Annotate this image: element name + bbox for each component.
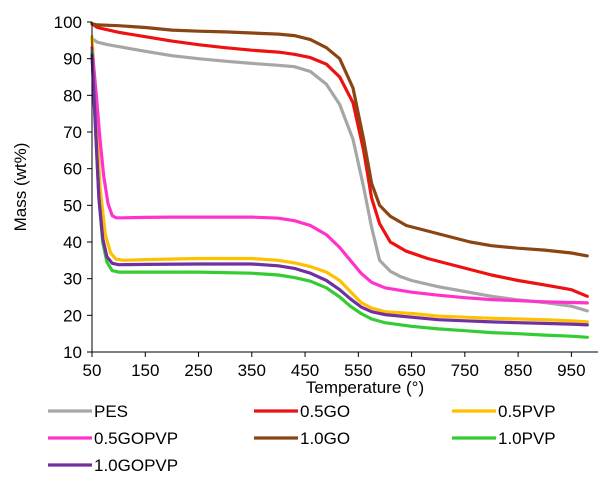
x-axis-title: Temperature (°) (306, 378, 424, 397)
y-tick-label: 30 (63, 270, 82, 289)
legend-item: 0.5GO (254, 402, 350, 421)
series-line-2 (90, 22, 589, 298)
y-tick-label: 60 (63, 160, 82, 179)
series-line-6 (90, 49, 589, 339)
legend-label: 0.5PVP (498, 402, 556, 421)
legend-item: 0.5GOPVP (48, 429, 178, 448)
series-line-1 (90, 36, 589, 313)
x-tick-label: 750 (451, 361, 479, 380)
legend-label: PES (94, 402, 128, 421)
y-axis-ticks: 10 20 30 40 50 60 70 80 90 100 (54, 13, 92, 362)
x-tick-label: 850 (504, 361, 532, 380)
series-line-5 (90, 22, 589, 258)
legend-label: 0.5GO (300, 402, 350, 421)
y-tick-label: 100 (54, 13, 82, 32)
legend-label: 0.5GOPVP (94, 429, 178, 448)
x-tick-label: 450 (291, 361, 319, 380)
legend-item: 1.0GO (254, 429, 350, 448)
x-tick-label: 950 (557, 361, 585, 380)
y-tick-label: 50 (63, 196, 82, 215)
y-tick-label: 40 (63, 233, 82, 252)
x-tick-label: 150 (131, 361, 159, 380)
y-tick-label: 20 (63, 306, 82, 325)
x-tick-label: 250 (184, 361, 212, 380)
series-line-4 (90, 46, 589, 305)
legend: PES 0.5GO 0.5PVP 0.5GOPVP 1.0GO 1.0PVP 1.0GOPV… (48, 402, 556, 475)
x-axis-ticks: 50 150 250 350 450 550 650 750 850 950 (83, 352, 586, 380)
x-tick-label: 50 (83, 361, 102, 380)
legend-item: PES (48, 402, 128, 421)
x-tick-label: 350 (238, 361, 266, 380)
series-line-7 (90, 53, 589, 327)
legend-label: 1.0GO (300, 429, 350, 448)
series-lines (90, 22, 589, 339)
y-tick-label: 70 (63, 123, 82, 142)
series-line-3 (90, 35, 589, 324)
legend-label: 1.0PVP (498, 429, 556, 448)
legend-item: 0.5PVP (452, 402, 556, 421)
legend-item: 1.0PVP (452, 429, 556, 448)
legend-label: 1.0GOPVP (94, 456, 178, 475)
y-axis-title: Mass (wt%) (11, 143, 30, 232)
y-tick-label: 90 (63, 50, 82, 69)
y-tick-label: 80 (63, 86, 82, 105)
x-tick-label: 650 (397, 361, 425, 380)
legend-item: 1.0GOPVP (48, 456, 178, 475)
y-tick-label: 10 (63, 343, 82, 362)
plot-area: 50 150 250 350 450 550 650 750 850 950 10 20 30 40 50… (54, 13, 598, 380)
x-tick-label: 550 (344, 361, 372, 380)
